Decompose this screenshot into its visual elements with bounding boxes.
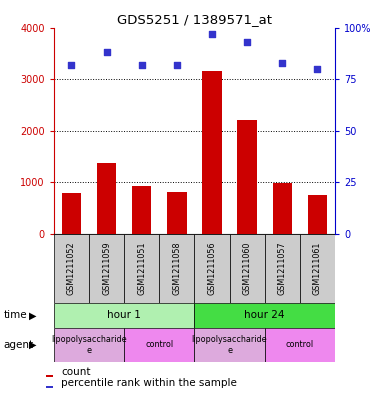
Bar	[132, 186, 151, 234]
Text: percentile rank within the sample: percentile rank within the sample	[61, 378, 237, 388]
Bar	[203, 72, 222, 234]
Bar	[194, 234, 229, 303]
Bar	[54, 303, 194, 328]
Text: GSM1211056: GSM1211056	[208, 241, 216, 295]
Text: GSM1211051: GSM1211051	[137, 241, 146, 295]
Text: GSM1211059: GSM1211059	[102, 241, 111, 295]
Bar	[159, 234, 194, 303]
Text: GSM1211058: GSM1211058	[172, 241, 181, 295]
Text: hour 24: hour 24	[244, 310, 285, 320]
Bar	[229, 234, 265, 303]
Bar	[238, 120, 257, 234]
Text: time: time	[4, 310, 27, 320]
Bar	[62, 193, 81, 234]
Bar	[124, 328, 194, 362]
Text: control: control	[145, 340, 173, 349]
Bar	[273, 183, 292, 234]
Point	[279, 59, 285, 66]
Bar	[124, 234, 159, 303]
Text: control: control	[286, 340, 314, 349]
Title: GDS5251 / 1389571_at: GDS5251 / 1389571_at	[117, 13, 272, 26]
Text: GSM1211060: GSM1211060	[243, 242, 252, 295]
Point	[139, 61, 145, 68]
Point	[174, 61, 180, 68]
Bar	[167, 191, 186, 234]
Bar	[46, 386, 53, 387]
Text: lipopolysaccharide
e: lipopolysaccharide e	[51, 335, 127, 354]
Point	[314, 66, 320, 72]
Bar	[97, 163, 116, 234]
Bar	[46, 375, 53, 376]
Bar	[264, 234, 300, 303]
Bar	[194, 328, 265, 362]
Text: GSM1211061: GSM1211061	[313, 242, 322, 295]
Text: agent: agent	[4, 340, 34, 350]
Bar	[54, 328, 124, 362]
Bar	[308, 195, 327, 234]
Text: GSM1211052: GSM1211052	[67, 241, 76, 295]
Text: GSM1211057: GSM1211057	[278, 241, 287, 295]
Text: ▶: ▶	[29, 340, 36, 350]
Bar	[54, 234, 89, 303]
Text: ▶: ▶	[29, 310, 36, 320]
Bar	[300, 234, 335, 303]
Text: lipopolysaccharide
e: lipopolysaccharide e	[192, 335, 267, 354]
Bar	[265, 328, 335, 362]
Bar	[194, 303, 335, 328]
Point	[209, 31, 215, 37]
Bar	[89, 234, 124, 303]
Point	[244, 39, 250, 45]
Text: hour 1: hour 1	[107, 310, 141, 320]
Point	[104, 49, 110, 55]
Text: count: count	[61, 367, 90, 377]
Point	[69, 61, 75, 68]
